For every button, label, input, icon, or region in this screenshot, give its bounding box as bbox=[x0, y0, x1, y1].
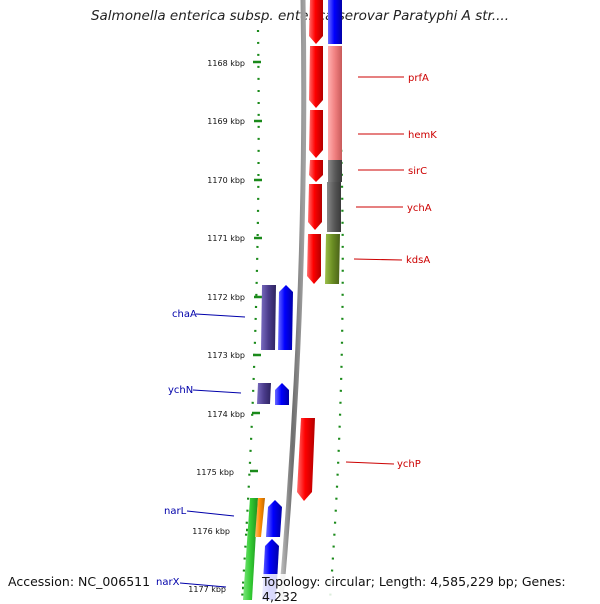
genome-backbone bbox=[278, 0, 307, 600]
tick-label: 1170 kbp bbox=[207, 176, 245, 185]
block-ychA bbox=[327, 182, 341, 232]
scale-ticks: 1168 kbp 1169 kbp 1170 kbp 1171 kbp 1172… bbox=[188, 59, 262, 594]
tick-label: 1174 kbp bbox=[207, 410, 245, 419]
block-narL-orange bbox=[255, 498, 265, 537]
label-narX: narX bbox=[156, 577, 180, 588]
connector-narL bbox=[186, 510, 235, 517]
connector-narX bbox=[179, 582, 227, 588]
tick-label: 1171 kbp bbox=[207, 234, 245, 243]
tick-1176: 1176 kbp bbox=[192, 527, 254, 536]
tick-1168: 1168 kbp bbox=[207, 59, 261, 68]
connector-kdsA bbox=[353, 258, 403, 261]
reverse-strand-genes[interactable] bbox=[297, 0, 323, 501]
label-ychN: ychN bbox=[168, 385, 193, 396]
label-prfA: prfA bbox=[408, 73, 429, 84]
block-narL-green bbox=[243, 498, 258, 600]
genome-summary-info: Topology: circular; Length: 4,585,229 bp… bbox=[262, 574, 600, 604]
tick-1172: 1172 kbp bbox=[207, 293, 262, 302]
label-ychP: ychP bbox=[397, 459, 421, 470]
tick-1174: 1174 kbp bbox=[207, 410, 260, 419]
tick-label: 1177 kbp bbox=[188, 585, 226, 594]
cog-blocks-right[interactable] bbox=[325, 0, 342, 284]
accession-info: Accession: NC_006511 bbox=[8, 574, 151, 589]
tick-label: 1169 kbp bbox=[207, 117, 245, 126]
gene-arrow-top bbox=[309, 0, 323, 44]
block-ychN bbox=[257, 383, 271, 404]
label-hemK: hemK bbox=[408, 130, 437, 141]
gene-arrow-ychN bbox=[275, 383, 289, 405]
gene-arrow-kdsA bbox=[307, 234, 321, 284]
gene-labels-right: prfA hemK sirC ychA kdsA ychP bbox=[345, 73, 437, 470]
gene-arrow-hemK bbox=[309, 110, 323, 158]
label-ychA: ychA bbox=[407, 203, 432, 214]
block-hemK bbox=[328, 108, 342, 160]
tick-1169: 1169 kbp bbox=[207, 117, 262, 126]
tick-1173: 1173 kbp bbox=[207, 351, 261, 360]
gene-arrow-chaA bbox=[278, 285, 293, 350]
connector-ychP bbox=[345, 461, 395, 465]
right-guide-line bbox=[328, 29, 344, 600]
left-guide-line bbox=[240, 29, 260, 600]
tick-label: 1173 kbp bbox=[207, 351, 245, 360]
gene-labels-left: chaA ychN narL narX bbox=[156, 309, 246, 588]
gene-arrow-ychP bbox=[297, 418, 315, 501]
tick-1170: 1170 kbp bbox=[207, 176, 262, 185]
tick-1175: 1175 kbp bbox=[196, 468, 258, 477]
block-kdsA bbox=[325, 234, 340, 284]
label-kdsA: kdsA bbox=[406, 255, 430, 266]
connector-ychN bbox=[192, 389, 242, 394]
gene-arrow-prfA bbox=[309, 46, 323, 108]
tick-label: 1175 kbp bbox=[196, 468, 234, 477]
block-prfA bbox=[328, 46, 342, 108]
block-blue-top bbox=[328, 0, 342, 44]
connector-chaA bbox=[195, 313, 246, 318]
block-chaA bbox=[261, 285, 276, 350]
tick-1171: 1171 kbp bbox=[207, 234, 262, 243]
map-title: Salmonella enterica subsp. enterica sero… bbox=[90, 8, 510, 24]
label-sirC: sirC bbox=[408, 166, 427, 177]
gene-arrow-sirC bbox=[309, 160, 323, 182]
gene-arrow-ychA bbox=[308, 184, 322, 230]
tick-label: 1168 kbp bbox=[207, 59, 245, 68]
label-narL: narL bbox=[164, 506, 187, 517]
tick-label: 1172 kbp bbox=[207, 293, 245, 302]
tick-label: 1176 kbp bbox=[192, 527, 230, 536]
gene-arrow-narL bbox=[266, 500, 282, 537]
label-chaA: chaA bbox=[172, 309, 197, 320]
block-sirC bbox=[328, 160, 342, 182]
